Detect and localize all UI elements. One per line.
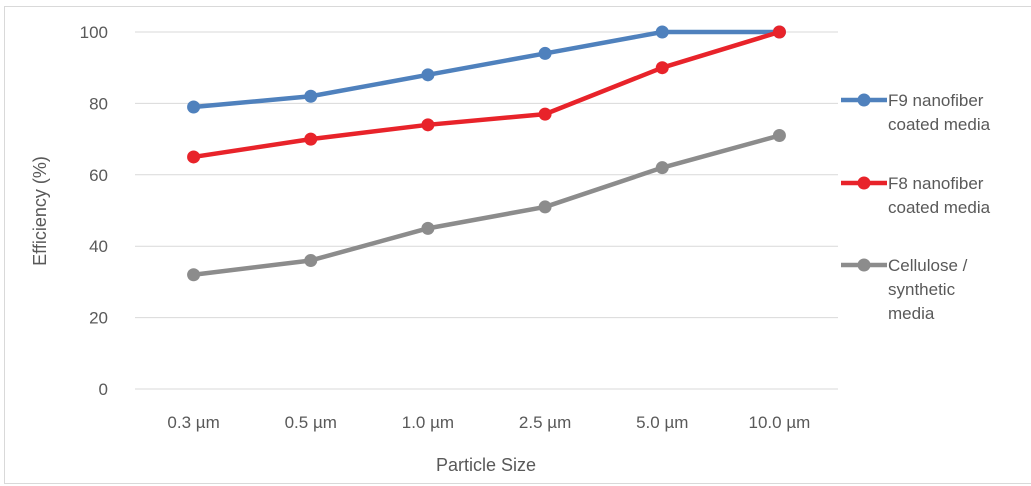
data-point [655,61,669,75]
data-point [538,107,552,121]
data-point [655,161,669,175]
series-3 [187,129,786,282]
data-point [304,132,318,146]
series-line [193,29,781,160]
data-point [187,100,201,114]
data-point [304,89,318,103]
legend-label: Cellulose / [888,256,968,275]
legend-label: media [888,304,935,323]
x-axis-ticks: 0.3 µm 0.5 µm 1.0 µm 2.5 µm 5.0 µm 10.0 µm [167,413,810,432]
series-1 [187,25,786,114]
y-tick-label: 80 [89,94,108,113]
legend-label: coated media [888,115,991,134]
series-2 [187,25,786,164]
data-point [421,221,435,235]
y-axis-title: Efficiency (%) [30,156,50,266]
data-point [187,268,201,282]
x-tick-label: 0.5 µm [285,413,337,432]
x-tick-label: 0.3 µm [167,413,219,432]
series-lines [187,25,786,282]
y-tick-label: 20 [89,309,108,328]
data-point [421,118,435,132]
y-axis-ticks: 0 20 40 60 80 100 [80,23,108,399]
data-point [538,200,552,214]
chart-frame [4,6,1031,484]
series-line [193,29,780,110]
legend-item: F9 nanofiber coated media [841,91,991,134]
data-point [421,68,435,82]
legend-swatch-marker [857,176,871,190]
data-point [304,253,318,267]
legend-label: F9 nanofiber [888,91,984,110]
data-point [772,25,786,39]
legend-swatch-marker [857,258,871,272]
legend-item: F8 nanofiber coated media [841,174,991,217]
y-tick-label: 60 [89,166,108,185]
series-line [193,133,781,277]
legend-label: coated media [888,198,991,217]
x-tick-label: 5.0 µm [636,413,688,432]
legend-label: synthetic [888,280,956,299]
legend: F9 nanofiber coated media F8 nanofiber coat… [841,91,991,323]
x-tick-label: 2.5 µm [519,413,571,432]
legend-swatch-marker [857,93,871,107]
data-point [538,46,552,60]
legend-item: Cellulose / synthetic media [841,256,968,323]
y-tick-label: 0 [99,380,108,399]
x-tick-label: 1.0 µm [402,413,454,432]
gridlines [135,31,838,390]
data-point [655,25,669,39]
x-tick-label: 10.0 µm [749,413,811,432]
data-point [772,129,786,143]
x-axis-title: Particle Size [436,455,536,475]
legend-label: F8 nanofiber [888,174,984,193]
data-point [187,150,201,164]
y-tick-label: 100 [80,23,108,42]
y-tick-label: 40 [89,237,108,256]
